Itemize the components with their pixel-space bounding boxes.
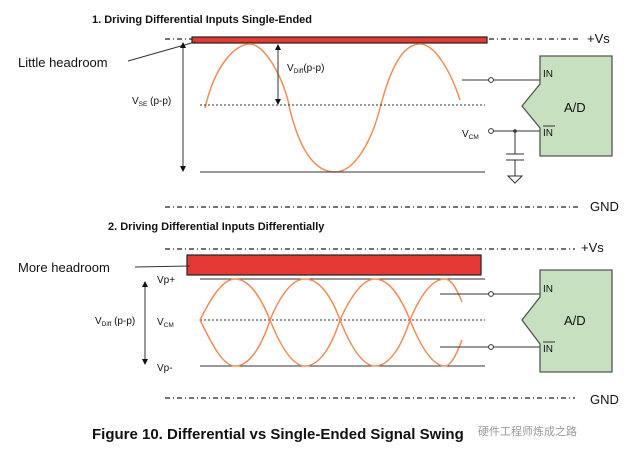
section2-pin-in: IN (543, 284, 553, 295)
section2-vp-minus-label: Vp- (157, 363, 173, 374)
section1-pin-inbar: IN (543, 128, 553, 139)
section1-pin-in: IN (543, 69, 553, 80)
ground-icon (506, 175, 524, 184)
section1-inbar-node (488, 128, 494, 134)
section2-vp-plus-label: Vp+ (157, 275, 175, 286)
section2-vcm-label: VCM (157, 317, 174, 329)
section1-adc-block (521, 55, 613, 157)
section2-headroom-bar (186, 254, 482, 276)
section1-headroom-pointer (127, 41, 196, 62)
section2-pin-inbar: IN (543, 344, 553, 355)
section1-headroom-label: Little headroom (18, 55, 108, 70)
section1-adc-label: A/D (564, 100, 586, 115)
section1-heading: 1. Driving Differential Inputs Single-En… (92, 14, 312, 26)
watermark-backdrop (470, 420, 638, 440)
section1-sine-wave (204, 43, 461, 173)
section1-gnd-label: GND (590, 199, 619, 214)
section1-vdiff-label: VDiff(p-p) (287, 63, 324, 75)
section2-adc-block (521, 269, 613, 373)
section2-in-node (488, 291, 494, 297)
section1-vcm-label: VCM (462, 129, 479, 141)
section2-headroom-pointer (134, 265, 191, 268)
section1-vs-label: +Vs (587, 31, 610, 46)
section2-gnd-label: GND (590, 392, 619, 407)
section2-sine-wave-negative (199, 278, 463, 367)
section2-adc-label: A/D (564, 313, 586, 328)
figure-caption: Figure 10. Differential vs Single-Ended … (92, 426, 464, 443)
section1-vse-label: VSE (p-p) (132, 96, 171, 108)
section1-headroom-bar (191, 36, 488, 44)
section2-vdiff-label: VDiff (p-p) (95, 316, 135, 328)
section2-vs-label: +Vs (581, 240, 604, 255)
section1-in-node (488, 77, 494, 83)
watermark-text: 硬件工程师炼成之路 (478, 424, 577, 438)
section2-headroom-label: More headroom (18, 260, 110, 275)
section2-heading: 2. Driving Differential Inputs Different… (108, 221, 325, 233)
section2-inbar-node (488, 344, 494, 350)
section2-sine-wave-positive (199, 278, 463, 367)
